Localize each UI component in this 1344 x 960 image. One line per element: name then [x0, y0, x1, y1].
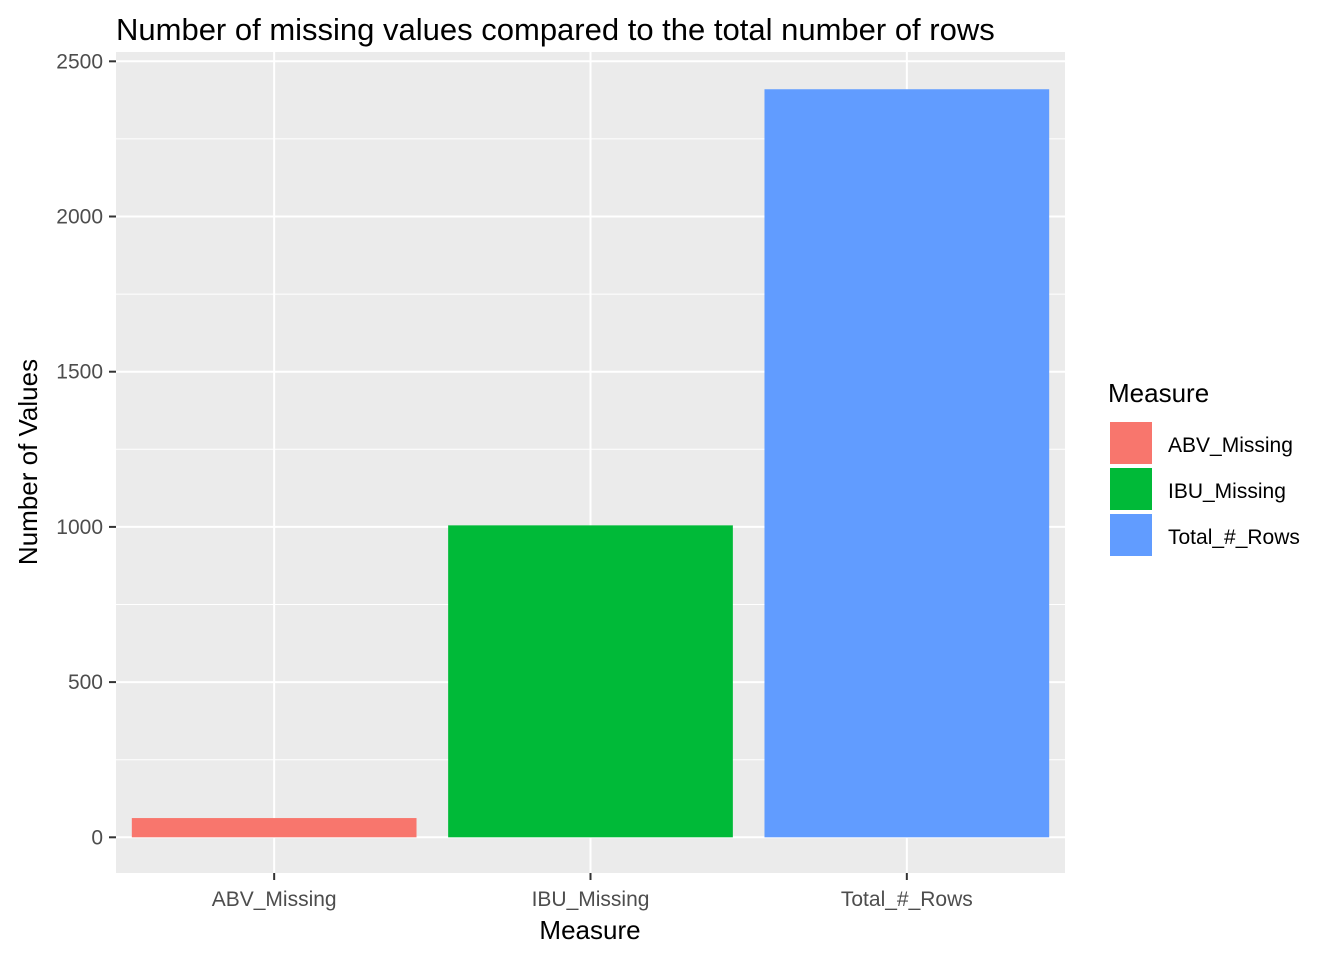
x-axis-title: Measure: [539, 915, 640, 945]
x-tick-label: IBU_Missing: [532, 888, 650, 911]
x-axis: ABV_Missing IBU_Missing Total_#_Rows: [212, 873, 973, 911]
y-axis-title: Number of Values: [13, 359, 43, 565]
x-tick-label: Total_#_Rows: [841, 888, 973, 911]
y-tick-label: 0: [91, 826, 103, 849]
legend-label: IBU_Missing: [1168, 480, 1286, 503]
bar-abv-missing: [131, 818, 417, 838]
legend-entries: ABV_Missing IBU_Missing Total_#_Rows: [1110, 422, 1300, 556]
bars: [131, 89, 1050, 838]
legend: Measure ABV_Missing IBU_Missing Total_#_Ro…: [1108, 378, 1300, 556]
y-axis: 0 500 1000 1500 2000 2500: [56, 50, 116, 849]
x-tick-label: ABV_Missing: [212, 888, 337, 911]
chart-title: Number of missing values compared to the…: [116, 12, 995, 47]
legend-label: Total_#_Rows: [1168, 526, 1300, 549]
bar-ibu-missing: [448, 525, 733, 838]
legend-swatch: [1110, 422, 1152, 464]
legend-title: Measure: [1108, 378, 1209, 408]
y-tick-label: 500: [68, 671, 103, 694]
bar-total-rows: [764, 89, 1050, 838]
legend-swatch: [1110, 514, 1152, 556]
y-tick-label: 1000: [56, 516, 103, 539]
y-tick-label: 2000: [56, 206, 103, 229]
y-tick-label: 1500: [56, 361, 103, 384]
legend-label: ABV_Missing: [1168, 434, 1293, 457]
y-tick-label: 2500: [56, 50, 103, 73]
legend-swatch: [1110, 468, 1152, 510]
